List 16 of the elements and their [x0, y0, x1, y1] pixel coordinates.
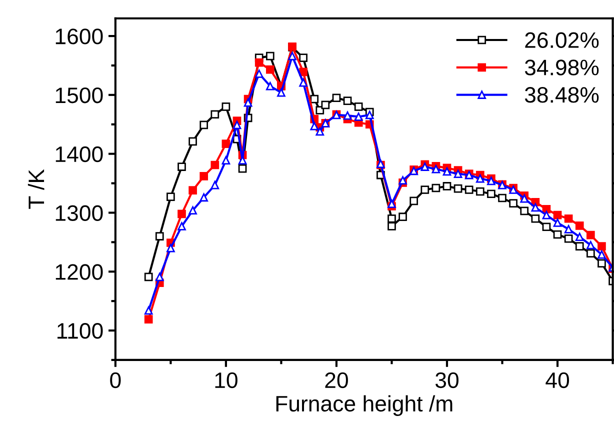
y-tick-label: 1300	[56, 205, 103, 221]
y-tick-label: 1500	[56, 87, 103, 104]
y-tick-label: 1400	[56, 146, 103, 162]
y-axis-title: T /K	[28, 169, 44, 209]
x-tick-label: 0	[110, 372, 121, 388]
x-tick-label: 30	[435, 372, 458, 388]
legend-label: 38.48%	[524, 87, 599, 103]
x-axis-title: Furnace height /m	[276, 395, 452, 416]
legend-label: 34.98%	[524, 60, 599, 76]
y-tick-label: 1100	[58, 323, 103, 339]
x-tick-label: 10	[215, 372, 238, 388]
y-tick-label: 1200	[56, 264, 103, 280]
x-tick-label: 40	[546, 372, 570, 388]
y-tick-label: 1600	[56, 28, 103, 44]
x-tick-label: 20	[325, 372, 348, 388]
legend-label: 26.02%	[525, 32, 599, 48]
